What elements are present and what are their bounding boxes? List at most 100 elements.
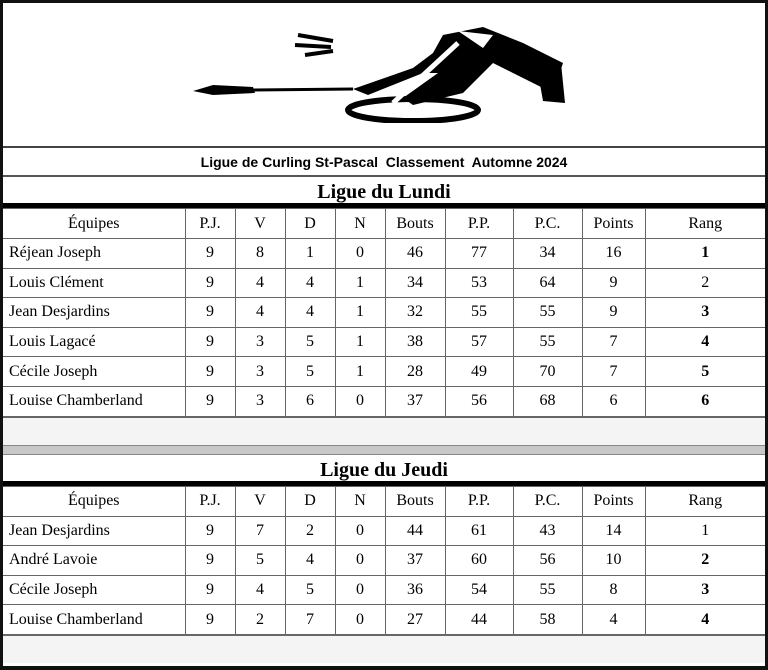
team-name: Louis Clément xyxy=(3,267,186,299)
d-cell: 6 xyxy=(284,385,336,417)
curler-logo xyxy=(3,3,765,148)
pc-cell: 55 xyxy=(512,574,583,606)
n-cell: 0 xyxy=(334,515,386,547)
team-name: Cécile Joseph xyxy=(3,574,186,606)
pc-cell: 64 xyxy=(512,267,583,299)
pc-cell: 55 xyxy=(512,297,583,328)
column-header: Points xyxy=(581,485,646,517)
v-cell: 4 xyxy=(234,297,286,328)
pp-cell: 54 xyxy=(444,574,514,606)
pc-cell: 55 xyxy=(512,326,583,358)
pp-cell: 77 xyxy=(444,238,514,269)
team-name: Louis Lagacé xyxy=(3,326,186,358)
v-cell: 3 xyxy=(234,326,286,358)
empty-row xyxy=(3,634,765,663)
v-cell: 5 xyxy=(234,545,286,576)
pp-cell: 56 xyxy=(444,385,514,417)
pj-cell: 9 xyxy=(184,515,236,547)
pp-cell: 55 xyxy=(444,297,514,328)
table-row: Louise Chamberland 9 3 6 0 37 56 68 6 6 xyxy=(3,385,765,417)
team-name: Réjean Joseph xyxy=(3,238,186,269)
column-header: D xyxy=(284,208,336,239)
table-row: Louis Lagacé 9 3 5 1 38 57 55 7 4 xyxy=(3,326,765,358)
column-header: V xyxy=(234,485,286,517)
team-name: Cécile Joseph xyxy=(3,356,186,387)
table-row: Jean Desjardins 9 7 2 0 44 61 43 14 1 xyxy=(3,515,765,547)
team-name: Louise Chamberland xyxy=(3,385,186,417)
d-cell: 4 xyxy=(284,297,336,328)
pc-cell: 68 xyxy=(512,385,583,417)
table-row: Jean Desjardins 9 4 4 1 32 55 55 9 3 xyxy=(3,297,765,328)
team-name: Jean Desjardins xyxy=(3,515,186,547)
pj-cell: 9 xyxy=(184,238,236,269)
pj-cell: 9 xyxy=(184,574,236,606)
league-title: Ligue du Jeudi xyxy=(3,455,765,486)
bouts-cell: 37 xyxy=(384,545,446,576)
column-header: Points xyxy=(581,208,646,239)
n-cell: 0 xyxy=(334,385,386,417)
column-header: P.P. xyxy=(444,485,514,517)
team-name: Louise Chamberland xyxy=(3,604,186,635)
pj-cell: 9 xyxy=(184,356,236,387)
rang-cell: 4 xyxy=(644,326,765,358)
n-cell: 0 xyxy=(334,545,386,576)
curler-icon xyxy=(193,27,565,123)
d-cell: 4 xyxy=(284,267,336,299)
n-cell: 0 xyxy=(334,238,386,269)
pp-cell: 53 xyxy=(444,267,514,299)
v-cell: 3 xyxy=(234,356,286,387)
d-cell: 2 xyxy=(284,515,336,547)
d-cell: 5 xyxy=(284,326,336,358)
n-cell: 1 xyxy=(334,356,386,387)
rang-cell: 1 xyxy=(644,238,765,269)
table-row: Louis Clément 9 4 4 1 34 53 64 9 2 xyxy=(3,267,765,299)
d-cell: 7 xyxy=(284,604,336,635)
pc-cell: 34 xyxy=(512,238,583,269)
v-cell: 4 xyxy=(234,267,286,299)
v-cell: 4 xyxy=(234,574,286,606)
rang-cell: 6 xyxy=(644,385,765,417)
pc-cell: 58 xyxy=(512,604,583,635)
column-header: N xyxy=(334,208,386,239)
table-row: Cécile Joseph 9 3 5 1 28 49 70 7 5 xyxy=(3,356,765,387)
points-cell: 14 xyxy=(581,515,646,547)
pj-cell: 9 xyxy=(184,604,236,635)
pj-cell: 9 xyxy=(184,545,236,576)
column-header: V xyxy=(234,208,286,239)
n-cell: 0 xyxy=(334,604,386,635)
column-header: P.C. xyxy=(512,208,583,239)
v-cell: 3 xyxy=(234,385,286,417)
column-header: Rang xyxy=(644,485,765,517)
standings-table: Équipes P.J. V D N Bouts P.P. P.C. Points Rang Jea… xyxy=(3,485,765,635)
points-cell: 4 xyxy=(581,604,646,635)
rang-cell: 1 xyxy=(644,515,765,547)
bouts-cell: 44 xyxy=(384,515,446,547)
column-header: Bouts xyxy=(384,485,446,517)
d-cell: 5 xyxy=(284,574,336,606)
bouts-cell: 34 xyxy=(384,267,446,299)
points-cell: 9 xyxy=(581,297,646,328)
n-cell: 1 xyxy=(334,297,386,328)
n-cell: 0 xyxy=(334,574,386,606)
bouts-cell: 32 xyxy=(384,297,446,328)
bouts-cell: 36 xyxy=(384,574,446,606)
bouts-cell: 37 xyxy=(384,385,446,417)
table-row: Louise Chamberland 9 2 7 0 27 44 58 4 4 xyxy=(3,604,765,635)
bouts-cell: 27 xyxy=(384,604,446,635)
n-cell: 1 xyxy=(334,326,386,358)
pp-cell: 60 xyxy=(444,545,514,576)
bouts-cell: 28 xyxy=(384,356,446,387)
rang-cell: 4 xyxy=(644,604,765,635)
points-cell: 7 xyxy=(581,326,646,358)
pj-cell: 9 xyxy=(184,326,236,358)
section-separator xyxy=(3,444,765,455)
d-cell: 5 xyxy=(284,356,336,387)
team-name: André Lavoie xyxy=(3,545,186,576)
column-header: P.C. xyxy=(512,485,583,517)
column-header: D xyxy=(284,485,336,517)
points-cell: 16 xyxy=(581,238,646,269)
pj-cell: 9 xyxy=(184,385,236,417)
document-title: Ligue de Curling St-Pascal Classement Au… xyxy=(3,148,765,177)
v-cell: 2 xyxy=(234,604,286,635)
